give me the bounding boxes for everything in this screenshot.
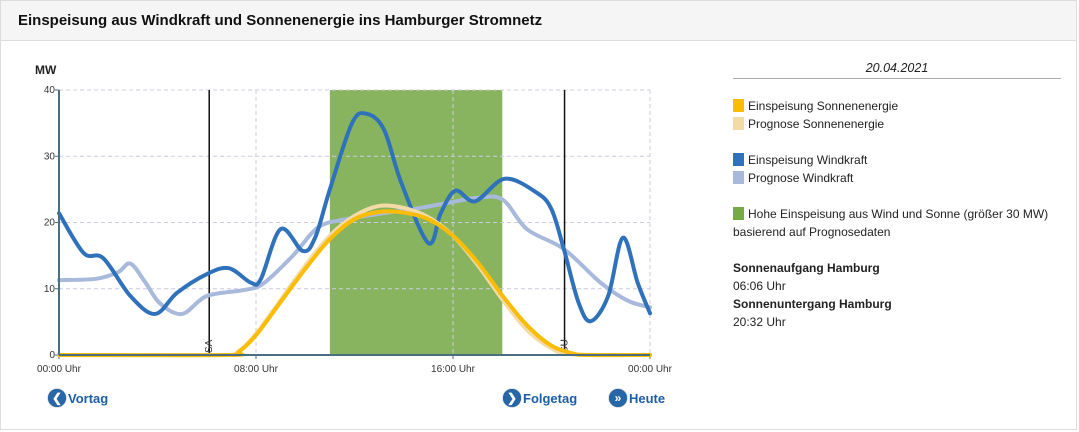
legend-item-solar-forecast: Prognose Sonnenenergie xyxy=(733,115,1061,133)
sunrise-time: 06:06 Uhr xyxy=(733,279,786,293)
sunset-time: 20:32 Uhr xyxy=(733,315,786,329)
legend-swatch xyxy=(733,99,744,112)
panel-title: Einspeisung aus Windkraft und Sonnenener… xyxy=(1,1,1076,41)
previous-day-button[interactable]: ❮ Vortag xyxy=(48,389,108,407)
marker-label: SA xyxy=(204,339,215,353)
legend-swatch xyxy=(733,207,744,220)
date-label: 20.04.2021 xyxy=(733,61,1061,79)
legend-label: Einspeisung Sonnenenergie xyxy=(748,99,899,113)
x-tick-label: 00:00 Uhr xyxy=(37,364,82,375)
legend-label: Prognose Windkraft xyxy=(748,171,854,185)
legend-swatch xyxy=(733,171,744,184)
sunset-heading: Sonnenuntergang Hamburg xyxy=(733,297,892,311)
legend-item-wind-forecast: Prognose Windkraft xyxy=(733,169,1061,187)
next-day-label: Folgetag xyxy=(523,390,578,406)
double-chevron-right-icon: » xyxy=(609,389,627,407)
y-tick-label: 10 xyxy=(44,284,56,295)
feed-in-chart: MW 0 10 20 30 40 00:00 Uhr 08:00 Uhr 16:00 Uhr 00… xyxy=(35,63,673,375)
series-einspeisung-sonnenenergie xyxy=(57,209,652,358)
legend-label: Einspeisung Windkraft xyxy=(748,153,868,167)
y-tick-label: 30 xyxy=(44,151,56,162)
legend-swatch xyxy=(733,153,744,166)
y-tick-label: 20 xyxy=(44,218,56,229)
today-button[interactable]: » Heute xyxy=(609,389,665,407)
next-day-button[interactable]: ❯ Folgetag xyxy=(503,389,577,407)
marker-label: SU xyxy=(560,339,571,353)
x-tick-label: 00:00 Uhr xyxy=(628,364,673,375)
today-label: Heute xyxy=(629,390,666,406)
legend-label: Hohe Einspeisung aus Wind und Sonne (grö… xyxy=(733,207,1049,239)
previous-day-label: Vortag xyxy=(68,390,109,406)
legend-item-high-feed-in: Hohe Einspeisung aus Wind und Sonne (grö… xyxy=(733,205,1061,241)
series-einspeisung-windkraft xyxy=(57,110,652,324)
legend-label: Prognose Sonnenenergie xyxy=(748,117,885,131)
legend-item-wind: Einspeisung Windkraft xyxy=(733,151,1061,169)
x-tick-label: 16:00 Uhr xyxy=(431,364,476,375)
legend: 20.04.2021 Einspeisung Sonnenenergie Pro… xyxy=(733,61,1061,331)
x-tick-label: 08:00 Uhr xyxy=(234,364,279,375)
chevron-left-icon: ❮ xyxy=(48,389,66,407)
y-tick-label: 40 xyxy=(44,85,56,96)
y-tick-label: 0 xyxy=(49,350,55,361)
legend-swatch xyxy=(733,117,744,130)
sunrise-heading: Sonnenaufgang Hamburg xyxy=(733,261,880,275)
legend-item-solar: Einspeisung Sonnenenergie xyxy=(733,97,1061,115)
chevron-right-icon: ❯ xyxy=(503,389,521,407)
y-axis-label: MW xyxy=(35,63,57,77)
